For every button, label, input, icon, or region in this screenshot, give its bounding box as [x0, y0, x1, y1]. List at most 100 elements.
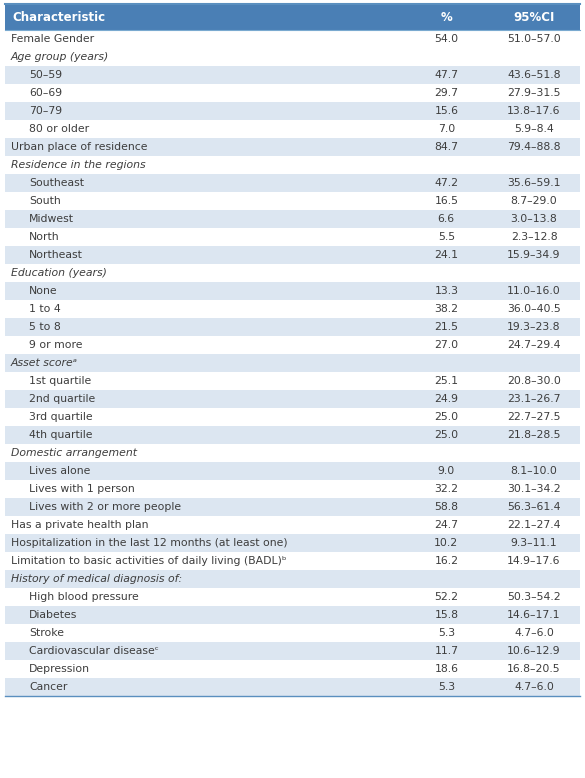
- Bar: [5, 66, 580, 84]
- Text: 54.0: 54.0: [434, 34, 459, 44]
- Bar: [5, 156, 580, 174]
- Text: 4.7–6.0: 4.7–6.0: [514, 628, 554, 638]
- Bar: [5, 372, 580, 390]
- Text: 36.0–40.5: 36.0–40.5: [507, 304, 561, 314]
- Text: 15.6: 15.6: [434, 106, 458, 116]
- Text: Limitation to basic activities of daily living (BADL)ᵇ: Limitation to basic activities of daily …: [11, 556, 287, 566]
- Bar: [5, 498, 580, 516]
- Bar: [5, 552, 580, 570]
- Text: Diabetes: Diabetes: [29, 610, 77, 620]
- Bar: [5, 444, 580, 462]
- Bar: [5, 606, 580, 624]
- Text: 23.1–26.7: 23.1–26.7: [507, 394, 561, 404]
- Text: Lives with 1 person: Lives with 1 person: [29, 484, 135, 494]
- Text: 56.3–61.4: 56.3–61.4: [507, 502, 561, 512]
- Text: 18.6: 18.6: [434, 664, 458, 674]
- Bar: [5, 624, 580, 642]
- Text: South: South: [29, 196, 61, 206]
- Text: Education (years): Education (years): [11, 268, 107, 278]
- Text: 35.6–59.1: 35.6–59.1: [507, 178, 561, 188]
- Bar: [5, 426, 580, 444]
- Bar: [5, 354, 580, 372]
- Text: Female Gender: Female Gender: [11, 34, 94, 44]
- Bar: [5, 192, 580, 210]
- Text: 52.2: 52.2: [434, 592, 458, 602]
- Text: 25.1: 25.1: [434, 376, 458, 386]
- Text: 70–79: 70–79: [29, 106, 62, 116]
- Text: 25.0: 25.0: [434, 412, 459, 422]
- Text: 1st quartile: 1st quartile: [29, 376, 91, 386]
- Text: 1 to 4: 1 to 4: [29, 304, 61, 314]
- Text: Cardiovascular diseaseᶜ: Cardiovascular diseaseᶜ: [29, 646, 159, 656]
- Text: 22.1–27.4: 22.1–27.4: [507, 520, 561, 530]
- Bar: [5, 390, 580, 408]
- Bar: [5, 30, 580, 48]
- Bar: [5, 120, 580, 138]
- Text: 16.2: 16.2: [434, 556, 458, 566]
- Text: 30.1–34.2: 30.1–34.2: [507, 484, 561, 494]
- Text: 11.0–16.0: 11.0–16.0: [507, 286, 561, 296]
- Text: 5.3: 5.3: [438, 682, 455, 692]
- Text: 32.2: 32.2: [434, 484, 458, 494]
- Text: Lives alone: Lives alone: [29, 466, 90, 476]
- Bar: [5, 588, 580, 606]
- Bar: [5, 246, 580, 264]
- Text: Stroke: Stroke: [29, 628, 64, 638]
- Text: 10.6–12.9: 10.6–12.9: [507, 646, 561, 656]
- Bar: [5, 84, 580, 102]
- Text: 60–69: 60–69: [29, 88, 62, 98]
- Text: 4th quartile: 4th quartile: [29, 430, 92, 440]
- Text: 47.2: 47.2: [434, 178, 458, 188]
- Text: 15.8: 15.8: [434, 610, 458, 620]
- Text: Asset scoreᵃ: Asset scoreᵃ: [11, 358, 78, 368]
- Text: Depression: Depression: [29, 664, 90, 674]
- Bar: [5, 48, 580, 66]
- Text: Has a private health plan: Has a private health plan: [11, 520, 149, 530]
- Text: 24.7: 24.7: [434, 520, 458, 530]
- Bar: [5, 264, 580, 282]
- Bar: [5, 642, 580, 660]
- Text: 14.6–17.1: 14.6–17.1: [507, 610, 561, 620]
- Text: Cancer: Cancer: [29, 682, 67, 692]
- Bar: [5, 210, 580, 228]
- Text: 25.0: 25.0: [434, 430, 459, 440]
- Text: 8.1–10.0: 8.1–10.0: [511, 466, 558, 476]
- Text: 9.3–11.1: 9.3–11.1: [511, 538, 558, 548]
- Text: Characteristic: Characteristic: [12, 10, 105, 23]
- Bar: [5, 228, 580, 246]
- Text: 16.5: 16.5: [434, 196, 458, 206]
- Text: 19.3–23.8: 19.3–23.8: [507, 322, 561, 332]
- Text: 13.3: 13.3: [434, 286, 458, 296]
- Bar: [5, 480, 580, 498]
- Text: 5 to 8: 5 to 8: [29, 322, 61, 332]
- Text: Midwest: Midwest: [29, 214, 74, 224]
- Text: North: North: [29, 232, 60, 242]
- Text: Hospitalization in the last 12 months (at least one): Hospitalization in the last 12 months (a…: [11, 538, 288, 548]
- Bar: [5, 174, 580, 192]
- Text: 29.7: 29.7: [434, 88, 458, 98]
- Bar: [5, 462, 580, 480]
- Text: 38.2: 38.2: [434, 304, 458, 314]
- Bar: [5, 282, 580, 300]
- Bar: [5, 318, 580, 336]
- Bar: [5, 4, 580, 30]
- Text: %: %: [441, 10, 452, 23]
- Text: None: None: [29, 286, 58, 296]
- Text: 16.8–20.5: 16.8–20.5: [507, 664, 561, 674]
- Text: 95%CI: 95%CI: [513, 10, 555, 23]
- Text: Northeast: Northeast: [29, 250, 83, 260]
- Text: 80 or older: 80 or older: [29, 124, 89, 134]
- Bar: [5, 570, 580, 588]
- Text: 24.1: 24.1: [434, 250, 458, 260]
- Text: 11.7: 11.7: [434, 646, 458, 656]
- Bar: [5, 138, 580, 156]
- Bar: [5, 516, 580, 534]
- Text: 50–59: 50–59: [29, 70, 62, 80]
- Text: Urban place of residence: Urban place of residence: [11, 142, 147, 152]
- Text: 27.0: 27.0: [434, 340, 459, 350]
- Text: High blood pressure: High blood pressure: [29, 592, 139, 602]
- Bar: [5, 408, 580, 426]
- Text: 21.8–28.5: 21.8–28.5: [507, 430, 561, 440]
- Bar: [5, 300, 580, 318]
- Bar: [5, 660, 580, 678]
